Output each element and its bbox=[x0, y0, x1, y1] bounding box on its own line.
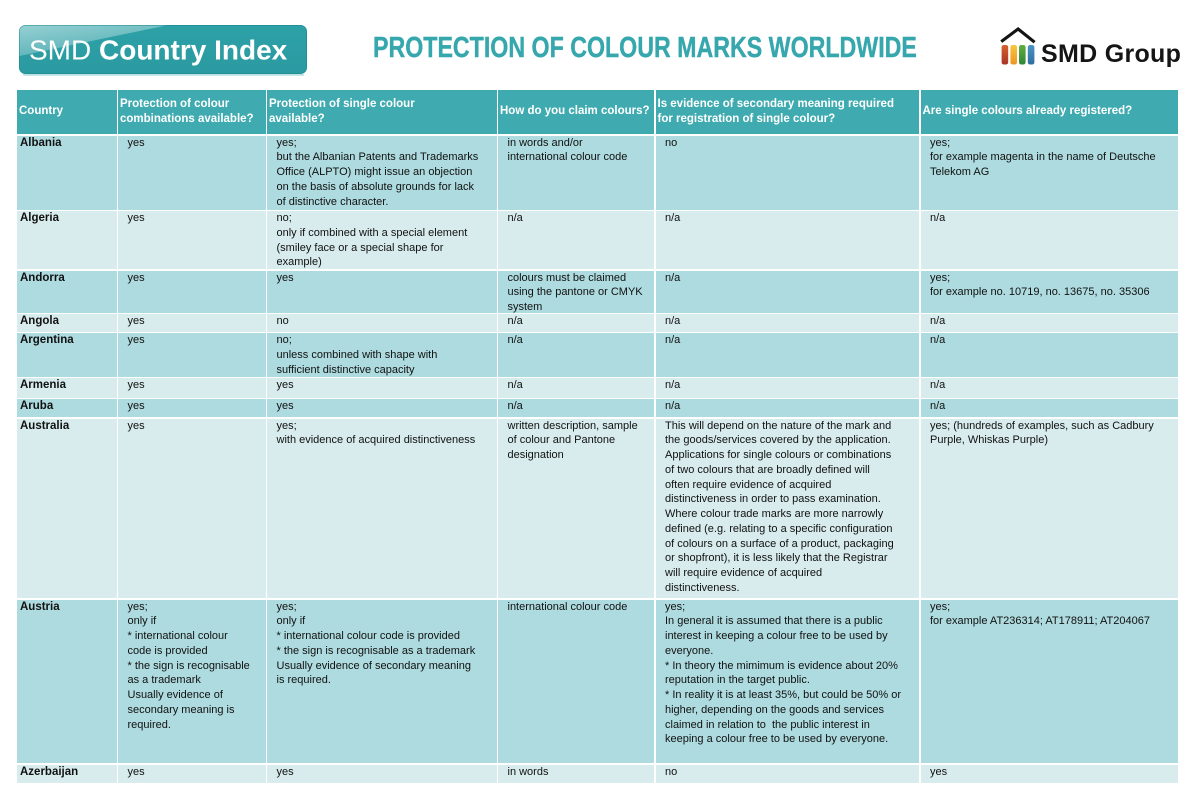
svg-text:SMD Country Index: SMD Country Index bbox=[29, 35, 288, 66]
